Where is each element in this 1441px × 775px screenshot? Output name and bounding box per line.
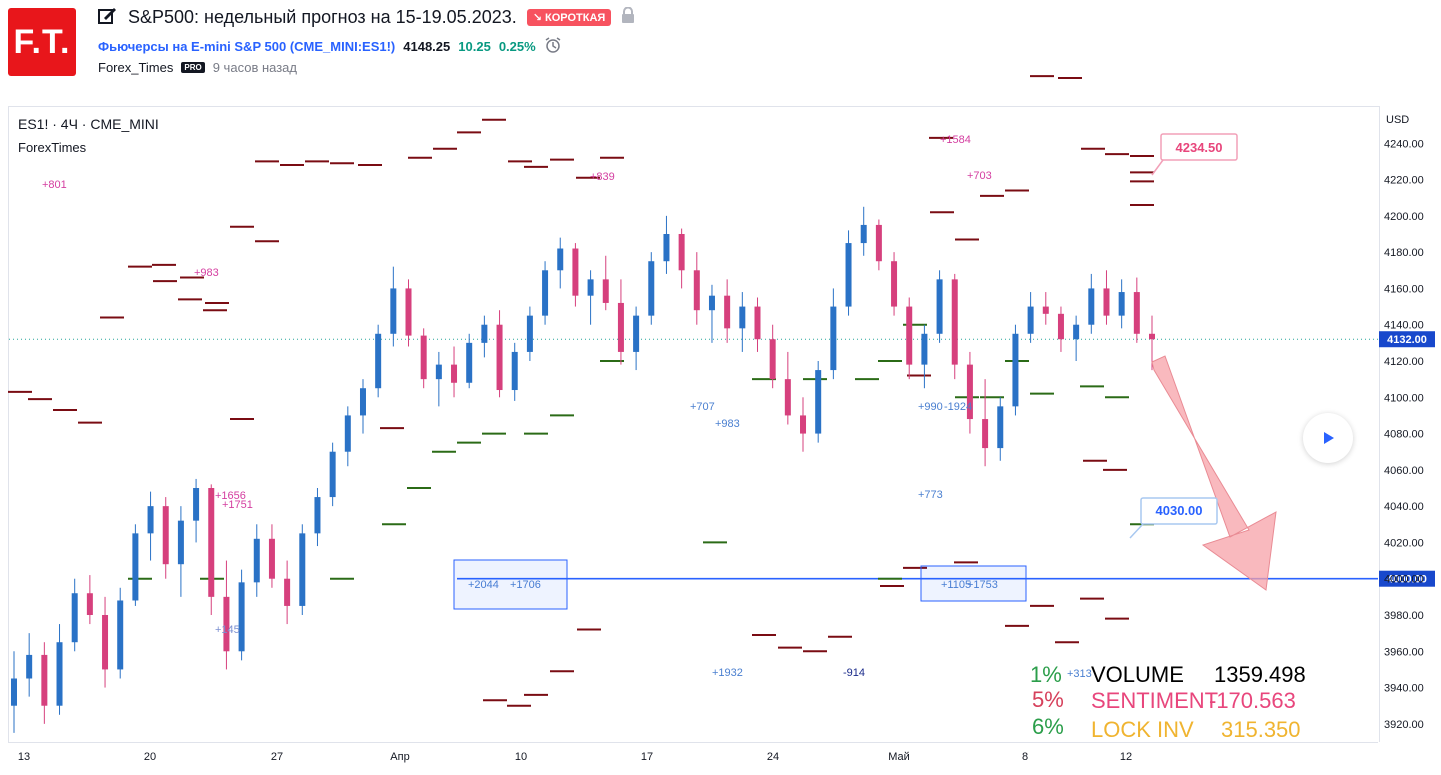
published-time: 9 часов назад xyxy=(212,60,297,75)
brand-logo[interactable]: F.T. xyxy=(8,8,76,76)
symbol-price: 4148.25 xyxy=(403,39,451,54)
author-row: Forex_Times PRO 9 часов назад xyxy=(98,60,297,75)
price-change-percent: 0.25% xyxy=(498,39,536,54)
idea-title-row: S&P500: недельный прогноз на 15-19.05.20… xyxy=(98,6,635,29)
time-axis[interactable] xyxy=(8,742,1378,775)
price-axis[interactable] xyxy=(1379,106,1436,742)
currency-label[interactable]: USD xyxy=(1386,114,1410,126)
lock-icon xyxy=(621,6,635,28)
symbol-row: Фьючерсы на E-mini S&P 500 (CME_MINI:ES1… xyxy=(98,36,562,57)
price-change: 10.25 xyxy=(458,39,491,54)
symbol-link[interactable]: Фьючерсы на E-mini S&P 500 (CME_MINI:ES1… xyxy=(98,39,396,54)
indicator-name: ForexTimes xyxy=(18,140,87,155)
author-name[interactable]: Forex_Times xyxy=(98,60,174,75)
play-icon xyxy=(1324,432,1334,444)
pro-badge: PRO xyxy=(181,62,205,73)
play-replay-button[interactable] xyxy=(1303,413,1353,463)
short-badge: ↘ КОРОТКАЯ xyxy=(526,9,612,26)
chart-area[interactable] xyxy=(8,106,1379,743)
chart-symbol-info: ES1! · 4Ч · CME_MINI xyxy=(18,116,159,132)
idea-title: S&P500: недельный прогноз на 15-19.05.20… xyxy=(128,7,517,27)
alarm-clock-icon[interactable] xyxy=(544,36,562,57)
publish-icon xyxy=(98,6,118,29)
